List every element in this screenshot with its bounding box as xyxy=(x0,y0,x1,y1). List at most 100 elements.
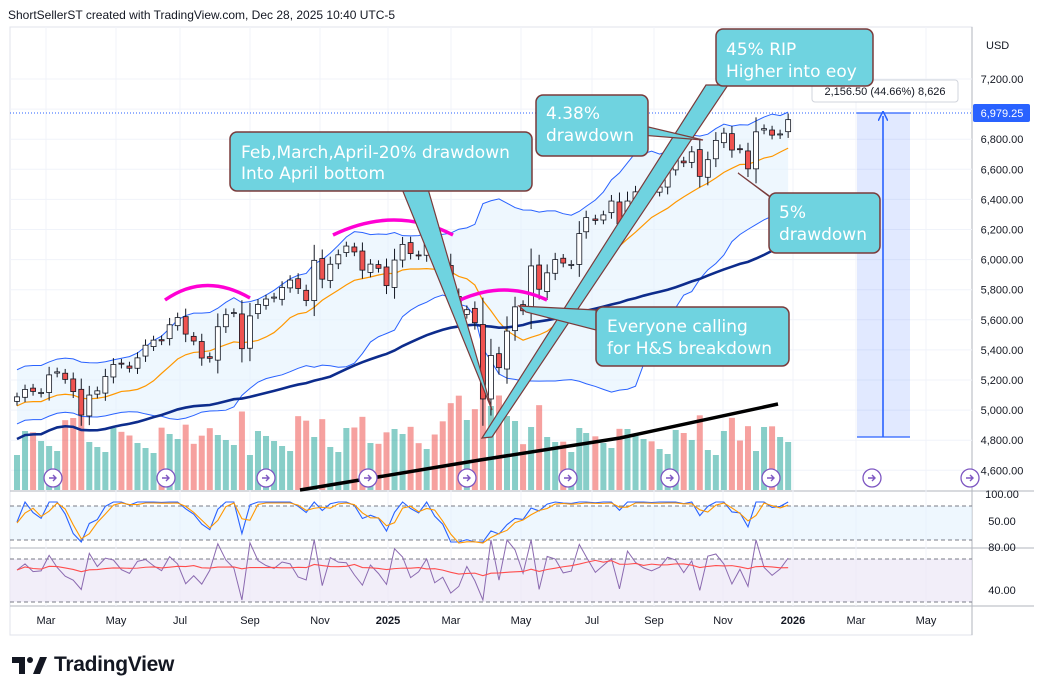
candle[interactable] xyxy=(206,352,213,363)
callout-drawdown-438[interactable]: 4.38% drawdown xyxy=(535,94,649,157)
candle[interactable] xyxy=(769,125,775,140)
candle[interactable] xyxy=(415,250,422,260)
candle[interactable] xyxy=(729,125,735,158)
candle[interactable] xyxy=(327,256,334,289)
candle[interactable] xyxy=(471,301,478,330)
callout-drawdown-20[interactable]: Feb,March,April-20% drawdown Into April … xyxy=(229,131,533,192)
candle[interactable] xyxy=(214,313,221,374)
candlesticks[interactable] xyxy=(14,113,792,426)
event-markers[interactable] xyxy=(43,468,980,488)
candle[interactable] xyxy=(560,254,567,268)
candle[interactable] xyxy=(166,317,173,346)
callout-rip-45[interactable]: 45% RIP Higher into eoy xyxy=(715,28,874,87)
candle[interactable] xyxy=(158,335,165,346)
candle[interactable] xyxy=(335,249,342,270)
candle[interactable] xyxy=(777,129,784,139)
candle[interactable] xyxy=(14,392,20,406)
candle[interactable] xyxy=(608,194,615,219)
candle[interactable] xyxy=(496,346,502,375)
candle[interactable] xyxy=(544,264,551,300)
candle[interactable] xyxy=(255,299,261,319)
callout-drawdown-5[interactable]: 5% drawdown xyxy=(768,192,881,254)
candle[interactable] xyxy=(704,151,711,186)
candle[interactable] xyxy=(86,385,93,426)
earnings-event-icon[interactable] xyxy=(156,468,176,488)
candle[interactable] xyxy=(182,308,189,343)
candle[interactable] xyxy=(319,249,326,289)
earnings-event-icon[interactable] xyxy=(43,468,63,488)
candle[interactable] xyxy=(30,383,36,396)
candle[interactable] xyxy=(785,113,792,138)
candle[interactable] xyxy=(407,236,414,260)
candle[interactable] xyxy=(399,236,406,268)
candle[interactable] xyxy=(712,132,719,168)
earnings-event-icon[interactable] xyxy=(558,468,578,488)
earnings-event-icon[interactable] xyxy=(862,468,882,488)
candle[interactable] xyxy=(110,358,117,384)
candle[interactable] xyxy=(504,316,510,384)
candle[interactable] xyxy=(480,297,486,426)
candle[interactable] xyxy=(696,138,703,188)
candle[interactable] xyxy=(688,146,695,169)
candle[interactable] xyxy=(222,308,229,333)
candle[interactable] xyxy=(247,302,253,362)
candle[interactable] xyxy=(62,368,69,384)
candle[interactable] xyxy=(22,384,28,403)
candle[interactable] xyxy=(536,254,543,300)
candle[interactable] xyxy=(488,338,494,416)
candle[interactable] xyxy=(134,352,141,374)
currency-label[interactable]: USD xyxy=(986,40,1009,52)
candle[interactable] xyxy=(94,386,101,399)
candle[interactable] xyxy=(359,242,366,279)
candle[interactable] xyxy=(512,296,518,341)
candle[interactable] xyxy=(680,156,687,168)
candle[interactable] xyxy=(46,366,53,401)
candle[interactable] xyxy=(78,378,85,426)
candle[interactable] xyxy=(311,244,318,317)
candle[interactable] xyxy=(150,335,157,351)
candle[interactable] xyxy=(54,367,61,378)
candle[interactable] xyxy=(583,210,590,239)
candle[interactable] xyxy=(102,368,109,401)
candle[interactable] xyxy=(70,372,77,399)
candle[interactable] xyxy=(753,117,759,184)
measure-tool[interactable]: 2,156.50 (44.66%) 8,626 xyxy=(811,79,959,438)
time-axis[interactable]: Mar May Jul Sep Nov 2025 Mar May Jul Sep Nov 2026 Ma… xyxy=(37,615,937,627)
candle[interactable] xyxy=(174,312,181,331)
candle[interactable] xyxy=(287,275,294,293)
candle[interactable] xyxy=(568,260,575,270)
candle[interactable] xyxy=(126,361,133,373)
candle[interactable] xyxy=(303,284,310,307)
candle[interactable] xyxy=(295,273,302,294)
candle[interactable] xyxy=(720,127,727,149)
candle[interactable] xyxy=(383,258,390,295)
earnings-event-icon[interactable] xyxy=(256,468,276,488)
earnings-event-icon[interactable] xyxy=(358,468,378,488)
candle[interactable] xyxy=(263,294,269,310)
candle[interactable] xyxy=(190,332,197,346)
candle[interactable] xyxy=(761,124,767,135)
candle[interactable] xyxy=(198,333,205,366)
earnings-event-icon[interactable] xyxy=(457,468,477,488)
earnings-event-icon[interactable] xyxy=(660,468,680,488)
candle[interactable] xyxy=(271,292,277,303)
candle[interactable] xyxy=(391,248,398,299)
candle[interactable] xyxy=(552,252,559,281)
candle[interactable] xyxy=(576,221,583,277)
candle[interactable] xyxy=(343,241,350,257)
candle[interactable] xyxy=(745,142,751,178)
candle[interactable] xyxy=(600,210,607,225)
callout-hs-breakdown[interactable]: Everyone calling for H&S breakdown xyxy=(595,306,790,367)
candle[interactable] xyxy=(279,281,285,306)
candle[interactable] xyxy=(375,260,382,273)
earnings-event-icon[interactable] xyxy=(960,468,980,488)
candle[interactable] xyxy=(463,305,470,319)
candle[interactable] xyxy=(38,388,44,398)
candle[interactable] xyxy=(142,339,149,362)
candle[interactable] xyxy=(367,259,374,278)
candle[interactable] xyxy=(351,242,358,257)
candle[interactable] xyxy=(592,214,599,225)
candle[interactable] xyxy=(737,144,743,154)
candle[interactable] xyxy=(230,308,237,318)
